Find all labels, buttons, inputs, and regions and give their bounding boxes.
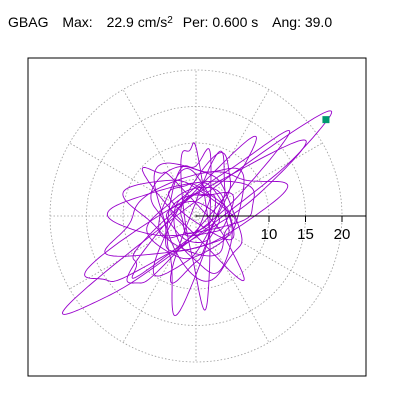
x-tick-label-20: 20 bbox=[334, 226, 351, 243]
x-axis: 10 15 20 bbox=[196, 215, 366, 243]
orbit-loop bbox=[62, 110, 333, 315]
max-label: Max: bbox=[62, 14, 93, 30]
x-tick-label-15: 15 bbox=[297, 226, 314, 243]
period-value: 0.600 s bbox=[212, 14, 259, 30]
orbit-loop bbox=[158, 168, 211, 239]
grid-spoke-240 bbox=[122, 215, 197, 343]
station-code: GBAG bbox=[8, 14, 49, 30]
chart-header: GBAG Max: 22.9 cm/s2 Per: 0.600 s Ang: 3… bbox=[8, 14, 332, 30]
orbit-loop bbox=[169, 150, 226, 284]
orbit-loop bbox=[106, 180, 255, 237]
orbit-loop bbox=[104, 171, 289, 257]
orbit-loop bbox=[141, 167, 245, 282]
max-unit-exponent: 2 bbox=[167, 15, 173, 26]
max-unit: cm/s bbox=[137, 14, 168, 30]
orbit-loop bbox=[84, 139, 307, 282]
orbit-loop bbox=[150, 166, 245, 252]
x-tick-label-10: 10 bbox=[261, 226, 278, 243]
orbit-loop bbox=[180, 142, 211, 311]
orbit-loop bbox=[168, 183, 235, 241]
max-value: 22.9 bbox=[106, 14, 134, 30]
orbit-loop bbox=[126, 135, 257, 284]
orbit-trace bbox=[62, 110, 333, 317]
angle-label: Ang: bbox=[272, 14, 301, 30]
orbit-loop bbox=[152, 152, 231, 277]
plot-frame bbox=[27, 57, 367, 377]
peak-marker-layer bbox=[322, 116, 330, 124]
peak-marker bbox=[322, 116, 330, 124]
angle-value: 39.0 bbox=[304, 14, 333, 30]
orbit-loop bbox=[153, 162, 243, 282]
orbit-loop bbox=[173, 182, 233, 274]
orbit-loop bbox=[146, 186, 230, 260]
period-label: Per: bbox=[182, 14, 209, 30]
orbit-loop bbox=[170, 191, 235, 237]
